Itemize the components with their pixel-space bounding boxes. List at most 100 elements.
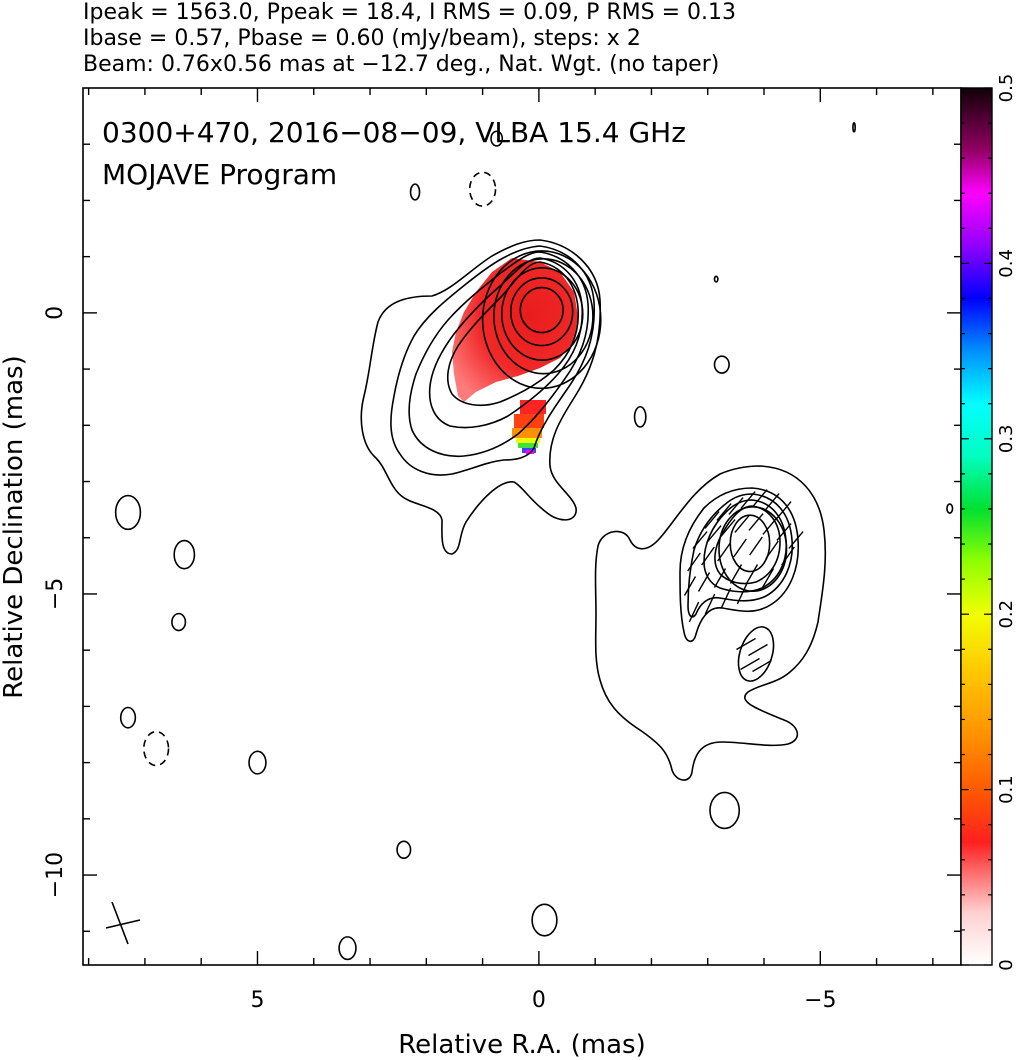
- jet-pol-patch-1: [520, 400, 546, 414]
- colorbar-tick-label: 0: [996, 959, 1017, 970]
- isolated-contour: [338, 936, 357, 961]
- jet-pol-patch-3: [512, 428, 542, 438]
- x-tick-label: 5: [250, 988, 264, 1013]
- header-line-3: Beam: 0.76x0.56 mas at −12.7 deg., Nat. …: [83, 52, 719, 77]
- isolated-contour: [852, 122, 856, 133]
- evpa-vector: [776, 523, 792, 541]
- knot-contour-lower: [737, 626, 775, 682]
- core-contour: [500, 267, 584, 361]
- evpa-vector: [704, 593, 716, 615]
- evpa-vector: [716, 503, 732, 521]
- evpa-vector: [720, 519, 736, 537]
- colorbar: [960, 87, 993, 966]
- isolated-contour: [248, 750, 267, 775]
- evpa-vector: [697, 572, 711, 592]
- evpa-vector: [736, 583, 748, 605]
- evpa-vector: [717, 542, 731, 562]
- knot-contour-outer-1: [594, 465, 827, 781]
- isolated-contour: [409, 183, 421, 201]
- evpa-vector: [788, 531, 804, 549]
- evpa-vector: [701, 546, 715, 566]
- x-axis-ticks: 5 0 −5: [87, 88, 934, 1013]
- isolated-contour: [171, 612, 187, 632]
- colorbar-tick-label: 0.5: [996, 74, 1017, 103]
- x-axis-label: Relative R.A. (mas): [398, 1030, 645, 1060]
- isolated-contour: [142, 730, 170, 767]
- beam-marker: [105, 901, 141, 945]
- evpa-vector: [736, 637, 756, 651]
- intensity-contours: [114, 122, 954, 961]
- knot-contour: [729, 514, 771, 573]
- y-tick-label: 0: [43, 306, 68, 320]
- evpa-vector: [765, 540, 779, 560]
- evpa-vector: [749, 536, 763, 556]
- evpa-vector: [781, 546, 795, 566]
- jet-pol-patch-5: [518, 443, 538, 448]
- header-line-2: Ibase = 0.57, Pbase = 0.60 (mJy/beam), s…: [83, 26, 641, 51]
- evpa-vector: [740, 491, 756, 509]
- core-contour: [509, 277, 574, 347]
- evpa-vector: [748, 513, 764, 531]
- core-contour-outer-2: [390, 245, 596, 476]
- isolated-contour: [396, 840, 412, 859]
- colorbar-tick-label: 0.2: [996, 600, 1017, 629]
- evpa-vector: [740, 657, 760, 671]
- beam-minor-axis: [105, 919, 141, 929]
- y-tick-label: −5: [43, 578, 68, 610]
- evpa-vectors: [683, 489, 804, 673]
- isolated-contour: [531, 903, 558, 937]
- isolated-contour: [173, 539, 196, 570]
- evpa-vector: [688, 601, 700, 623]
- plot-frame: [82, 87, 962, 966]
- isolated-contour: [114, 494, 142, 531]
- isolated-contour: [119, 706, 137, 729]
- colorbar-ticks: 0 0.1 0.2 0.3 0.4 0.5: [961, 74, 1017, 971]
- x-tick-label: 0: [532, 988, 546, 1013]
- plot-title: 0300+470, 2016−08−09, VLBA 15.4 GHz: [102, 116, 686, 149]
- core-contour: [519, 286, 564, 334]
- isolated-contour: [490, 130, 504, 147]
- evpa-vector: [752, 659, 772, 673]
- evpa-vector: [713, 568, 727, 588]
- core-contour-outer-3: [408, 251, 590, 458]
- evpa-vector: [748, 643, 768, 657]
- evpa-vector: [762, 517, 778, 535]
- y-axis-label: Relative Declination (mas): [0, 355, 29, 698]
- knot-contour: [718, 505, 788, 592]
- jet-pol-patch-2: [514, 414, 544, 428]
- evpa-vector: [704, 511, 720, 529]
- evpa-vector: [761, 568, 775, 588]
- jet-pol-patch-4: [516, 438, 540, 443]
- core-contour: [493, 258, 594, 375]
- isolated-contour: [946, 503, 954, 514]
- evpa-vector: [752, 489, 768, 507]
- y-axis-ticks: 0 −5 −10: [43, 143, 961, 932]
- plot-subtitle: MOJAVE Program: [102, 158, 337, 191]
- x-tick-label: −5: [804, 988, 836, 1013]
- evpa-vector: [728, 497, 744, 515]
- isolated-contour: [633, 405, 647, 428]
- evpa-vector: [776, 501, 792, 519]
- header-line-1: Ipeak = 1563.0, Ppeak = 18.4, I RMS = 0.…: [83, 0, 736, 25]
- colorbar-tick-label: 0.3: [996, 424, 1017, 453]
- evpa-vector: [745, 564, 759, 584]
- core-contour-outer-1: [360, 239, 602, 555]
- evpa-vector: [734, 515, 750, 533]
- evpa-vector: [687, 552, 701, 572]
- evpa-vector: [706, 525, 722, 543]
- colorbar-tick-label: 0.4: [996, 249, 1017, 278]
- isolated-contour: [709, 791, 741, 830]
- evpa-vector: [729, 564, 743, 584]
- evpa-vector: [720, 587, 732, 609]
- y-tick-label: −10: [43, 852, 68, 898]
- evpa-vector: [764, 493, 780, 511]
- isolated-contour: [713, 275, 719, 283]
- isolated-contour: [713, 355, 730, 374]
- beam-major-axis: [111, 901, 129, 945]
- evpa-vector: [733, 538, 747, 558]
- colorbar-tick-label: 0.1: [996, 775, 1017, 804]
- knot-contour-outer-2: [679, 487, 800, 643]
- core-contour: [481, 250, 602, 390]
- isolated-contour: [468, 171, 497, 207]
